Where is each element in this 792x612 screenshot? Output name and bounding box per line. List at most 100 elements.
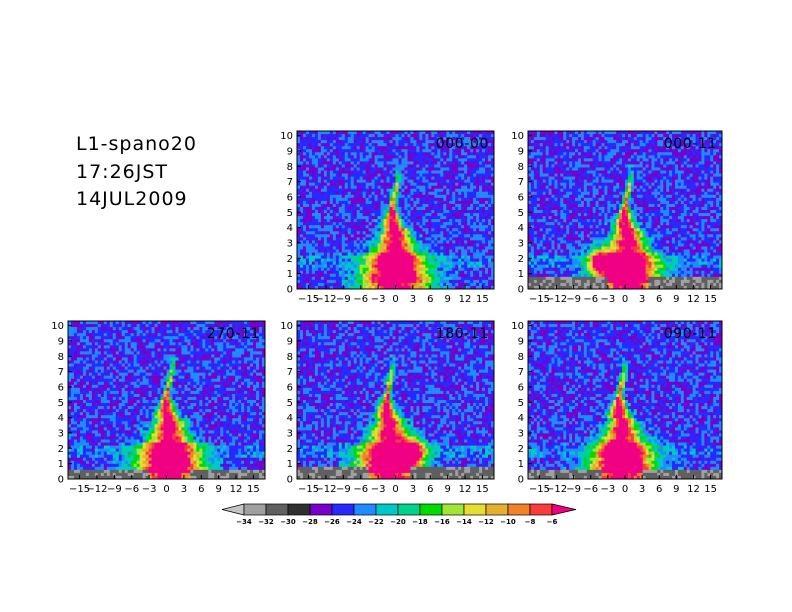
x-tick-label: 3 [181, 484, 187, 495]
x-tick-label: 0 [392, 484, 398, 495]
colorbar-label: −28 [302, 518, 318, 526]
colorbar-label: −12 [478, 518, 494, 526]
y-tick-label: 0 [58, 475, 64, 486]
x-tick-label: 12 [230, 484, 243, 495]
y-tick-label: 2 [58, 444, 64, 455]
x-tick-label: 12 [687, 484, 700, 495]
x-tick-label: 0 [392, 294, 398, 305]
y-tick-label: 10 [511, 321, 524, 332]
x-tick-label: 0 [622, 294, 628, 305]
x-tick-label: 0 [622, 484, 628, 495]
colorbar-label: −22 [368, 518, 384, 526]
colorbar-swatch [266, 504, 288, 515]
y-tick-label: 4 [518, 223, 524, 234]
x-tick-label: −9 [566, 294, 581, 305]
x-tick-label: 6 [427, 484, 433, 495]
x-tick-label: 6 [656, 294, 662, 305]
y-tick-label: 8 [287, 162, 293, 173]
x-tick-label: 15 [476, 484, 489, 495]
x-tick-label: 3 [410, 484, 416, 495]
y-tick-label: 0 [518, 285, 524, 296]
colorbar-swatch [464, 504, 486, 515]
y-tick-label: 3 [287, 238, 293, 249]
colorbar-swatch [288, 504, 310, 515]
panel-label: 270-11 [207, 326, 260, 342]
x-tick-label: −12 [315, 484, 336, 495]
y-tick-label: 5 [287, 208, 293, 219]
x-tick-label: 6 [427, 294, 433, 305]
x-tick-label: 3 [639, 484, 645, 495]
x-tick-label: 15 [704, 484, 717, 495]
y-tick-label: 7 [287, 367, 293, 378]
y-tick-label: 0 [518, 475, 524, 486]
colorbar-right-arrow [552, 504, 576, 515]
x-tick-label: 0 [163, 484, 169, 495]
colorbar-swatch [244, 504, 266, 515]
y-tick-label: 6 [287, 192, 293, 203]
x-tick-label: 3 [639, 294, 645, 305]
x-tick-label: 15 [476, 294, 489, 305]
colorbar-label: −20 [390, 518, 406, 526]
panel-label: 000-00 [436, 136, 489, 152]
x-tick-label: 9 [673, 484, 679, 495]
y-tick-label: 7 [287, 177, 293, 188]
panel-label: 000-11 [664, 136, 717, 152]
x-tick-label: −6 [353, 294, 368, 305]
y-tick-label: 2 [518, 444, 524, 455]
y-tick-label: 6 [518, 192, 524, 203]
colorbar-label: −6 [547, 518, 558, 526]
y-tick-label: 7 [518, 367, 524, 378]
colorbar-left-arrow [222, 504, 244, 515]
x-tick-label: −3 [371, 294, 386, 305]
x-tick-label: 9 [444, 294, 450, 305]
x-tick-label: −12 [546, 294, 567, 305]
x-tick-label: −3 [601, 294, 616, 305]
colorbar-label: −16 [434, 518, 450, 526]
y-tick-label: 1 [58, 459, 64, 470]
x-tick-label: 6 [198, 484, 204, 495]
y-tick-label: 0 [287, 285, 293, 296]
heatmap-cells [68, 321, 265, 479]
colorbar-swatch [508, 504, 530, 515]
panel-label: 180-11 [436, 326, 489, 342]
y-tick-label: 5 [287, 398, 293, 409]
y-tick-label: 5 [518, 208, 524, 219]
x-tick-label: −12 [86, 484, 107, 495]
y-tick-label: 4 [287, 413, 293, 424]
y-tick-label: 6 [287, 382, 293, 393]
y-tick-label: 5 [58, 398, 64, 409]
y-tick-label: 7 [58, 367, 64, 378]
x-tick-label: −6 [124, 484, 139, 495]
colorbar-swatch [332, 504, 354, 515]
y-tick-label: 9 [287, 336, 293, 347]
colorbar-label: −26 [324, 518, 340, 526]
colorbar-swatch [486, 504, 508, 515]
x-tick-label: 6 [656, 484, 662, 495]
y-tick-label: 1 [287, 459, 293, 470]
y-tick-label: 1 [287, 269, 293, 280]
y-tick-label: 10 [280, 131, 293, 142]
y-tick-label: 7 [518, 177, 524, 188]
y-tick-label: 1 [518, 459, 524, 470]
y-tick-label: 2 [518, 254, 524, 265]
x-tick-label: 15 [247, 484, 260, 495]
y-tick-label: 3 [518, 238, 524, 249]
y-tick-label: 10 [511, 131, 524, 142]
colorbar: −34 −32 −30 −28 −26 −24 −22 −20 −18 −16 −14 −12 −10−… [222, 504, 576, 526]
y-tick-label: 2 [287, 254, 293, 265]
x-tick-label: −6 [583, 484, 598, 495]
y-tick-label: 0 [287, 475, 293, 486]
colorbar-swatch [398, 504, 420, 515]
y-tick-label: 3 [58, 428, 64, 439]
colorbar-label: −14 [456, 518, 472, 526]
x-tick-label: −9 [566, 484, 581, 495]
y-tick-label: 8 [287, 352, 293, 363]
x-tick-label: −6 [353, 484, 368, 495]
colorbar-swatch [530, 504, 552, 515]
colorbar-swatch [310, 504, 332, 515]
